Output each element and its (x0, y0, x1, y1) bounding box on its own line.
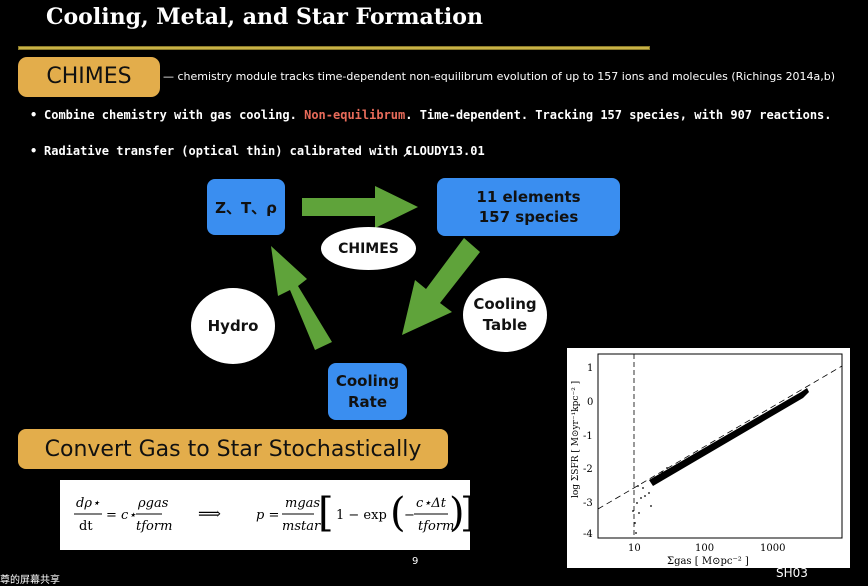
scatter-point (666, 467, 668, 469)
right-paren: ) (449, 490, 465, 536)
scatter-points (632, 467, 668, 534)
x-axis-label: Σgas [ M⊙pc⁻² ] (667, 556, 749, 567)
cooling-rate-box: Cooling Rate (328, 363, 407, 420)
chimes-badge: CHIMES (18, 57, 160, 97)
t-form: tform (136, 519, 172, 534)
scatter-point (637, 485, 639, 487)
scatter-point (644, 495, 646, 497)
scatter-point (640, 497, 642, 499)
one-minus-exp: 1 − exp (336, 508, 387, 523)
cooling-table-line1: Cooling (473, 295, 537, 313)
bullet-radiative: • Radiative transfer (optical thin) calib… (30, 144, 485, 158)
implies-symbol: ⟹ (198, 504, 221, 523)
cooling-table-line2: Table (482, 316, 528, 334)
bullet-text-tail: 13.01 (448, 144, 485, 158)
bullet-text-tail: . Time-dependent. Tracking 157 species, … (405, 108, 832, 122)
species-label: 157 species (478, 208, 579, 226)
right-bracket: ] (460, 490, 470, 536)
bullet-dot-icon: • (30, 144, 38, 158)
star-formation-equation: dρ⋆ dt = c⋆ ρgas tform ⟹ p = mgas mstar … (60, 480, 476, 550)
bullet-text: Combine chemistry with gas cooling. (44, 108, 305, 122)
bullet-highlight: Non-equilibrum (304, 108, 406, 122)
elements-label: 11 elements (476, 188, 581, 206)
page-number: 9 (412, 556, 419, 567)
y-axis-label: log ΣSFR [ M⊙yr⁻¹kpc⁻² ] (571, 381, 581, 498)
lhs-denominator: dt (79, 519, 93, 534)
minus-sign: − (404, 508, 415, 523)
x-tick-100: 100 (695, 543, 714, 554)
screen-share-label: 尊的屏幕共享 (0, 575, 60, 586)
ks-data-band (649, 388, 809, 486)
rho-gas: ρgas (137, 496, 169, 511)
scatter-point (648, 492, 650, 494)
bullet-text: Radiative transfer (optical thin) calibr… (44, 144, 449, 158)
cooling-rate-line1: Cooling (335, 371, 400, 390)
x-tick-1000: 1000 (760, 543, 785, 554)
y-tick-1: 1 (587, 363, 593, 374)
arrow-right-icon (302, 186, 418, 228)
left-paren: ( (390, 490, 406, 536)
lhs-numerator: dρ⋆ (76, 496, 100, 511)
ks-relation-plot: 1 0 -1 -2 -3 -4 10 100 1000 Σgas [ M⊙pc⁻… (567, 348, 850, 568)
left-bracket: [ (318, 490, 334, 536)
cooling-table-circle: Cooling Table (463, 278, 547, 352)
chimes-description: — chemistry module tracks time-dependent… (163, 70, 836, 83)
cooling-rate-line2: Rate (347, 392, 388, 411)
scatter-point (638, 512, 640, 514)
convert-badge: Convert Gas to Star Stochastically (18, 429, 448, 469)
scatter-point (661, 471, 663, 473)
inputs-label: Z、T、ρ (215, 198, 277, 217)
p-equals: p = (256, 508, 279, 523)
arrow-up-left-icon (271, 246, 332, 350)
slide-code: SH03 (776, 566, 808, 580)
y-tick-neg3: -3 (583, 498, 593, 509)
scatter-point (635, 532, 637, 534)
y-tick-neg1: -1 (583, 431, 593, 442)
t-form-2: tform (418, 519, 454, 534)
slide-title: Cooling, Metal, and Star Formation (46, 4, 483, 30)
species-box: 11 elements 157 species (437, 178, 620, 236)
scatter-point (634, 522, 636, 524)
m-star: mstar (282, 519, 321, 534)
bullet-chemistry: • Combine chemistry with gas cooling. Non… (30, 108, 832, 122)
x-tick-10: 10 (628, 543, 641, 554)
m-gas: mgas (285, 496, 320, 511)
title-divider (18, 46, 650, 50)
hydro-label: Hydro (207, 317, 259, 335)
equals-c-star: = c⋆ (106, 508, 136, 523)
hydro-circle: Hydro (191, 288, 275, 364)
ks-dashed-fit (597, 365, 843, 510)
scatter-point (656, 477, 658, 479)
plot-svg: 1 0 -1 -2 -3 -4 10 100 1000 Σgas [ M⊙pc⁻… (571, 353, 843, 567)
c-delta-t: c⋆Δt (416, 496, 447, 511)
equation-svg: dρ⋆ dt = c⋆ ρgas tform ⟹ p = mgas mstar … (74, 490, 476, 536)
y-tick-neg2: -2 (583, 464, 593, 475)
scatter-point (642, 487, 644, 489)
mouse-pointer-icon: ➚ (402, 146, 413, 160)
chimes-circle-label: CHIMES (338, 240, 399, 257)
y-tick-neg4: -4 (583, 529, 593, 540)
plot-frame (597, 353, 843, 539)
inputs-box: Z、T、ρ (207, 179, 285, 235)
scatter-point (632, 510, 634, 512)
y-tick-0: 0 (587, 397, 593, 408)
arrow-down-left-icon (402, 238, 480, 335)
chimes-circle: CHIMES (321, 227, 416, 270)
bullet-dot-icon: • (30, 108, 38, 122)
scatter-point (650, 505, 652, 507)
scatter-point (636, 502, 638, 504)
